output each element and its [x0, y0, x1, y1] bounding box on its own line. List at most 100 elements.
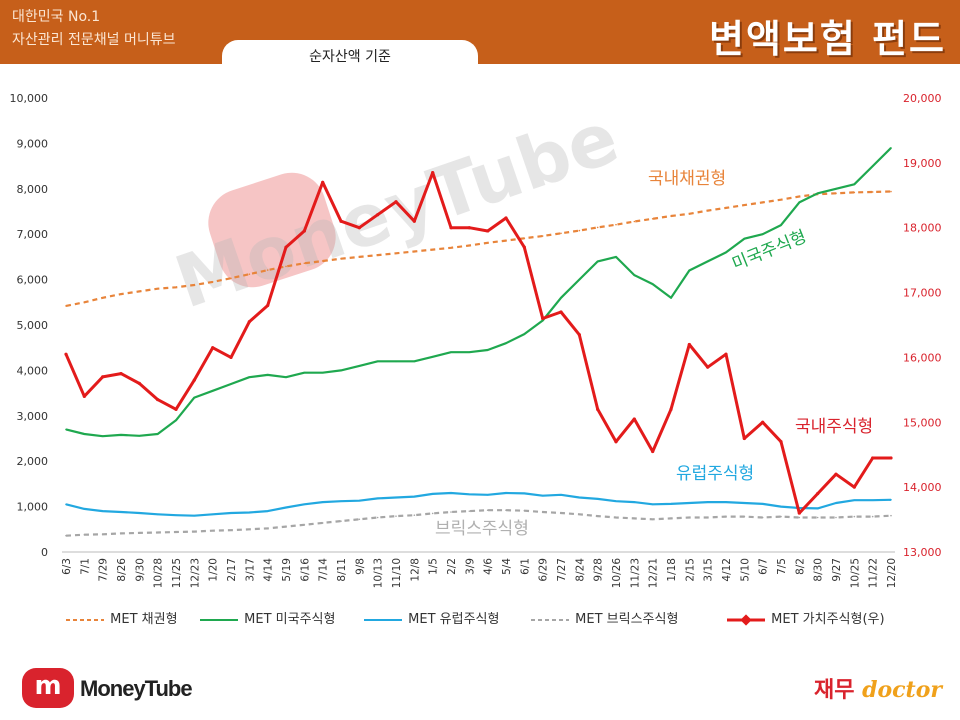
- data-point-2: [450, 492, 452, 494]
- data-point-0: [340, 257, 342, 260]
- x-tick-label: 7/5: [776, 558, 788, 575]
- data-point-1: [670, 296, 672, 299]
- x-tick-label: 7/14: [318, 558, 330, 582]
- data-point-0: [761, 201, 764, 204]
- x-tick-label: 6/29: [538, 558, 550, 582]
- data-point-4: [834, 472, 838, 476]
- data-point-0: [670, 215, 672, 217]
- partner-en: doctor: [862, 677, 942, 703]
- data-point-1: [175, 419, 177, 422]
- data-point-4: [247, 320, 251, 324]
- data-point-0: [688, 212, 691, 215]
- data-point-1: [413, 360, 416, 363]
- data-point-2: [816, 507, 819, 510]
- data-point-3: [578, 513, 581, 516]
- data-point-3: [395, 515, 397, 517]
- data-point-1: [101, 435, 104, 438]
- moneytube-logo-icon: [22, 668, 74, 708]
- y-right-tick-label: 18,000: [903, 222, 942, 235]
- data-point-1: [523, 333, 526, 335]
- x-tick-label: 9/28: [593, 558, 605, 582]
- data-point-0: [596, 226, 599, 229]
- data-point-4: [816, 492, 820, 496]
- x-tick-label: 8/24: [574, 558, 586, 582]
- data-point-3: [175, 531, 177, 533]
- data-point-0: [376, 254, 379, 256]
- data-point-1: [340, 369, 342, 372]
- data-point-0: [175, 286, 177, 289]
- data-point-0: [450, 247, 452, 249]
- data-point-3: [541, 511, 544, 513]
- data-point-2: [725, 501, 727, 503]
- y-left-tick-label: 6,000: [17, 274, 49, 287]
- y-right-tick-label: 16,000: [903, 351, 942, 364]
- data-point-4: [64, 352, 68, 356]
- header-bar: 대한민국 No.1 자산관리 전문채널 머니튜브 변액보험 펀드: [0, 0, 960, 64]
- x-tick-label: 2/17: [226, 558, 238, 582]
- data-point-4: [431, 170, 435, 175]
- data-point-1: [303, 371, 306, 374]
- legend-label: MET 브릭스주식형: [575, 612, 679, 627]
- data-point-0: [193, 284, 196, 286]
- legend-label: MET 미국주식형: [244, 612, 336, 627]
- data-point-3: [358, 518, 361, 521]
- data-point-0: [65, 305, 67, 307]
- x-tick-label: 1/18: [666, 558, 678, 582]
- series-line-3: [65, 509, 892, 537]
- data-point-2: [248, 511, 251, 514]
- data-point-3: [871, 515, 874, 518]
- data-point-0: [615, 223, 617, 226]
- data-point-3: [486, 509, 489, 512]
- x-tick-label: 12/8: [409, 558, 421, 582]
- data-point-0: [890, 190, 892, 193]
- y-left-tick-label: 0: [41, 546, 48, 559]
- data-point-4: [871, 456, 875, 460]
- data-point-1: [83, 433, 86, 435]
- data-point-1: [816, 192, 819, 195]
- data-point-1: [615, 256, 617, 258]
- data-point-0: [468, 244, 471, 247]
- data-point-3: [376, 516, 379, 519]
- data-point-3: [798, 516, 801, 519]
- y-left-tick-label: 8,000: [17, 183, 49, 196]
- partner-kr: 재무: [813, 678, 855, 703]
- legend-label: MET 가치주식형(우): [771, 612, 885, 627]
- data-point-0: [743, 204, 746, 206]
- data-point-3: [780, 515, 782, 518]
- data-point-0: [633, 220, 636, 223]
- data-point-1: [358, 365, 361, 367]
- x-tick-label: 3/9: [464, 558, 476, 575]
- data-point-0: [541, 235, 544, 237]
- data-point-4: [82, 394, 86, 398]
- data-point-2: [413, 495, 416, 498]
- x-tick-label: 2/2: [446, 558, 458, 575]
- data-point-1: [871, 165, 874, 167]
- data-point-4: [706, 365, 710, 369]
- data-point-1: [211, 390, 214, 392]
- data-point-2: [523, 492, 526, 495]
- x-tick-label: 11/10: [391, 558, 403, 588]
- data-point-2: [505, 492, 507, 494]
- data-point-2: [871, 499, 874, 502]
- series-line-1: [65, 147, 892, 438]
- data-point-4: [522, 245, 526, 249]
- data-point-2: [486, 493, 489, 496]
- data-point-2: [138, 512, 141, 514]
- page-title: 변액보험 펀드: [709, 17, 946, 61]
- data-point-1: [138, 434, 141, 437]
- data-point-1: [835, 188, 837, 190]
- data-point-1: [431, 355, 434, 358]
- data-point-0: [395, 252, 397, 255]
- data-point-0: [853, 191, 856, 194]
- data-point-3: [138, 532, 141, 534]
- data-point-3: [285, 525, 287, 528]
- x-tick-label: 12/21: [648, 558, 660, 588]
- data-point-3: [156, 531, 159, 534]
- series-annotation-2: 유럽주식형: [676, 464, 754, 484]
- data-point-3: [413, 514, 416, 517]
- data-point-0: [780, 198, 782, 201]
- data-point-0: [651, 217, 654, 220]
- data-point-1: [761, 233, 764, 235]
- data-point-1: [853, 183, 856, 186]
- x-tick-label: 7/29: [98, 558, 110, 582]
